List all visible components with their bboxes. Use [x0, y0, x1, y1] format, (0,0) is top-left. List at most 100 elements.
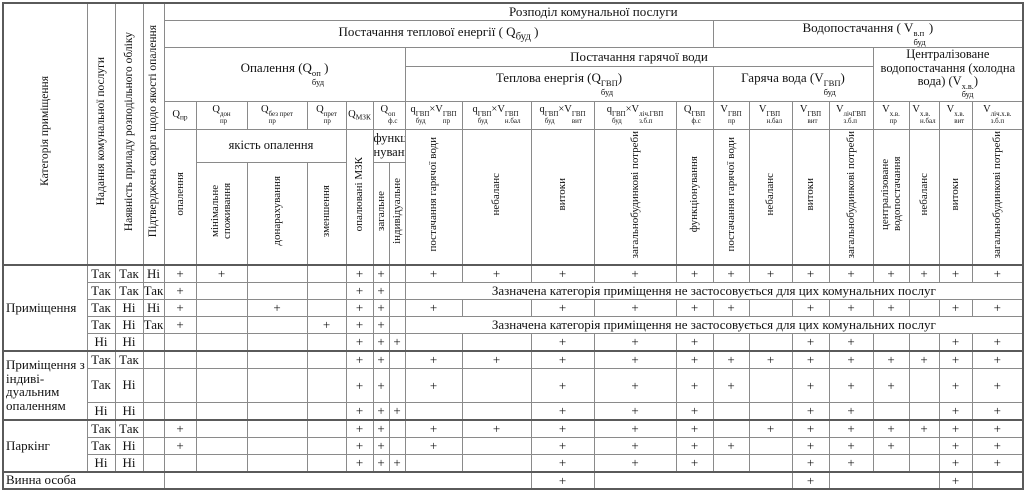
mark-cell: +	[163, 315, 197, 334]
merged-empty-cell	[163, 470, 532, 490]
mark-cell: +	[675, 436, 714, 455]
column-label: загальне	[374, 190, 387, 231]
column-hw-leaks: витоки	[791, 128, 830, 266]
table-row: Ні Ні + + + + + + + + + +	[3, 401, 1024, 421]
merged-empty-cell	[593, 470, 793, 490]
mark-cell	[461, 401, 532, 421]
mark-cell: +	[404, 263, 463, 283]
mark-cell	[461, 367, 532, 403]
mark-cell: +	[246, 298, 308, 317]
value-cell: Ні	[142, 298, 165, 317]
header-category-label: Категорія приміщення	[38, 76, 51, 187]
mark-cell	[872, 401, 910, 421]
mark-cell: +	[872, 349, 910, 369]
column-te-functioning: функціонування	[675, 128, 714, 266]
mark-cell: +	[938, 436, 973, 455]
column-label: мінімальне споживання	[209, 182, 234, 239]
mark-cell: +	[828, 263, 874, 283]
mark-cell	[246, 349, 308, 369]
mark-cell: +	[748, 349, 793, 369]
mark-cell: +	[828, 453, 874, 473]
formula-script: оп ф.с	[388, 110, 398, 125]
mark-cell	[163, 349, 197, 369]
formula-cell: Q ГВП ф.с	[675, 100, 714, 130]
mark-cell: +	[372, 332, 390, 352]
mark-cell: +	[828, 332, 874, 352]
column-general: загальне	[372, 161, 390, 266]
table-row: Ні Ні + + + + + + + + + +	[3, 453, 1024, 473]
formula-script: ГВП буд	[823, 77, 841, 97]
column-label: централізоване водопостачання	[878, 157, 903, 232]
mark-cell: +	[388, 453, 406, 473]
mark-cell	[246, 263, 308, 283]
mark-cell	[195, 281, 248, 300]
mark-cell: +	[971, 436, 1024, 455]
value-cell	[142, 436, 165, 455]
mark-cell: +	[712, 298, 750, 317]
value-cell	[142, 453, 165, 473]
formula-script: ГВП пр	[727, 110, 742, 125]
mark-cell: +	[971, 332, 1024, 352]
mark-cell	[195, 349, 248, 369]
value-cell: Ні	[86, 453, 116, 473]
column-reduction: зменшення	[306, 161, 347, 266]
value-cell: Так	[86, 349, 116, 369]
column-label: загальнобудинкові потреби	[991, 130, 1004, 258]
column-label: постачання гарячої води	[724, 137, 737, 252]
mark-cell: +	[828, 367, 874, 403]
formula-cell: V ГВП н.бал	[748, 100, 793, 130]
formula-script: ГВП буд	[415, 110, 430, 125]
mark-cell	[908, 332, 940, 352]
column-additional-charge: донарахування	[246, 161, 308, 266]
mark-cell	[748, 436, 793, 455]
mark-cell: +	[675, 418, 714, 438]
table-row: Приміщення з індиві- дуальним опаленням Т…	[2, 349, 1024, 421]
mark-cell: +	[791, 418, 830, 438]
formula-script: ГВП н.бал	[766, 110, 783, 125]
value-cell	[142, 401, 165, 421]
formula-cell: V ГВП пр	[712, 100, 750, 130]
mark-cell: +	[195, 263, 248, 283]
column-label: донарахування	[270, 175, 283, 246]
mark-cell: +	[372, 418, 390, 438]
mark-cell: +	[872, 298, 910, 317]
mark-cell	[306, 418, 347, 438]
value-cell: Ні	[114, 453, 144, 473]
mark-cell: +	[372, 453, 390, 473]
value-cell: Так	[114, 263, 144, 283]
mark-cell	[306, 349, 347, 369]
mark-cell	[163, 401, 197, 421]
header-service-provision-label: Надання комунальної послуги	[94, 57, 107, 206]
mark-cell: +	[530, 418, 595, 438]
formula-script: ГВП н.бал	[504, 110, 521, 125]
mark-cell	[163, 367, 197, 403]
mark-cell: +	[593, 418, 677, 438]
column-te-building-needs: загальнобудинкові потреби	[593, 128, 677, 266]
mark-cell	[246, 332, 308, 352]
formula-cell: q ГВП буд ×V ГВП вит	[530, 100, 595, 130]
mark-cell: +	[748, 418, 793, 438]
value-cell: Ні	[114, 298, 144, 317]
mark-cell	[195, 332, 248, 352]
mark-cell	[712, 332, 750, 352]
mark-cell: +	[971, 349, 1024, 369]
mark-cell: +	[675, 367, 714, 403]
mark-cell	[908, 367, 940, 403]
mark-cell: +	[938, 349, 973, 369]
value-cell: Так	[86, 367, 116, 403]
mark-cell: +	[345, 453, 374, 473]
header-cold-water: Централізоване водопостачання (холодна в…	[872, 46, 1024, 102]
mark-cell	[388, 281, 406, 300]
mark-cell	[388, 349, 406, 369]
table-body: Приміщення Так Так Ні + + + + + + + + + + + + + + + + + Так Та…	[2, 263, 1024, 490]
mark-cell: +	[712, 436, 750, 455]
formula-script: х.в. пр	[889, 110, 900, 125]
header-meter-presence: Наявність приладу розподільного обліку	[114, 2, 144, 266]
mark-cell	[246, 436, 308, 455]
mark-cell: +	[872, 436, 910, 455]
mark-cell: +	[748, 263, 793, 283]
mark-cell: +	[791, 263, 830, 283]
header-quality-complaint: Підтверджена скарга щодо якості опалення	[142, 2, 165, 266]
